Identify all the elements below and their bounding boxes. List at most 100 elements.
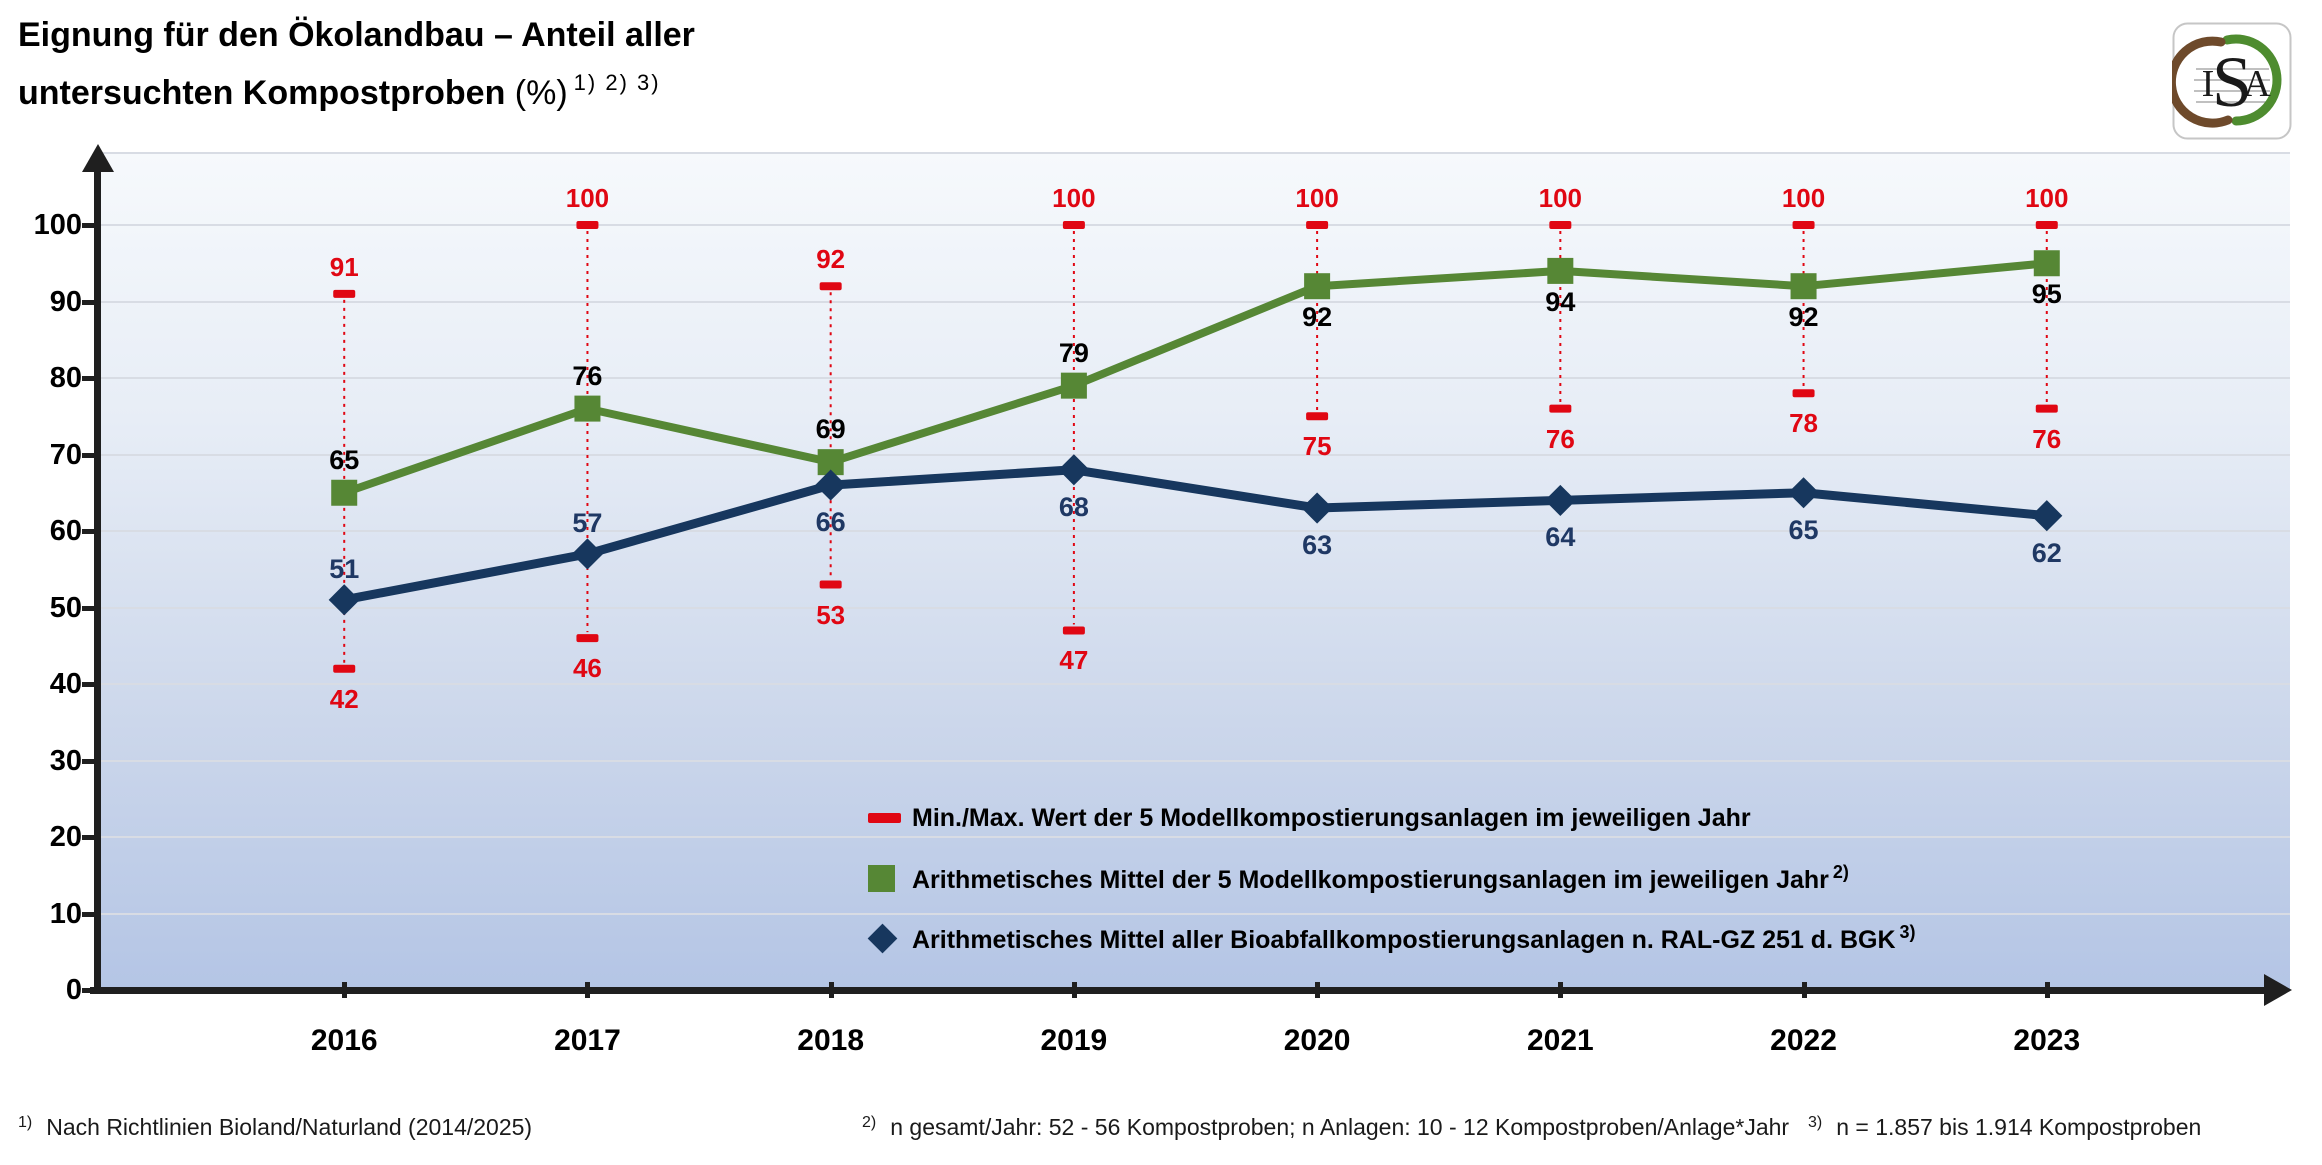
y-tick-mark bbox=[82, 988, 96, 993]
y-tick-label: 100 bbox=[33, 209, 82, 241]
footnote-2-text: n gesamt/Jahr: 52 - 56 Kompostproben; n … bbox=[890, 1114, 1790, 1140]
plot-area bbox=[101, 152, 2290, 990]
diamond-point-marker bbox=[328, 584, 360, 616]
min-dash-marker bbox=[819, 580, 842, 589]
series-value-label: 65 bbox=[329, 444, 360, 475]
max-value-label: 100 bbox=[1295, 183, 1339, 213]
x-tick-mark bbox=[1558, 982, 1564, 998]
y-tick-label: 60 bbox=[49, 515, 82, 547]
series-line-square bbox=[342, 259, 2048, 497]
title-line1: Eignung für den Ökolandbau – Anteil alle… bbox=[18, 16, 695, 54]
min-value-label: 78 bbox=[1789, 408, 1818, 439]
gridline bbox=[101, 912, 2290, 915]
x-tick-label: 2017 bbox=[554, 1024, 621, 1057]
series-value-label: 76 bbox=[572, 360, 603, 391]
legend-label-model-mean: Arithmetisches Mittel der 5 Modellkompos… bbox=[912, 861, 1849, 894]
x-tick-label: 2021 bbox=[1526, 1024, 1594, 1057]
x-tick-label: 2016 bbox=[310, 1024, 378, 1057]
diamond-point-marker bbox=[571, 538, 604, 570]
min-dash-marker bbox=[2035, 404, 2058, 413]
min-dash-marker bbox=[1306, 412, 1329, 421]
gridline bbox=[101, 759, 2290, 762]
legend-sup-2: 2) bbox=[1832, 861, 1849, 882]
isa-logo: I S A bbox=[2166, 22, 2292, 140]
y-tick-label: 40 bbox=[49, 668, 82, 700]
gridline bbox=[101, 300, 2290, 303]
max-value-label: 100 bbox=[1781, 183, 1826, 213]
y-tick-mark bbox=[82, 682, 96, 687]
gridline bbox=[101, 377, 2290, 379]
y-tick-mark bbox=[82, 223, 96, 228]
max-value-label: 100 bbox=[2025, 183, 2069, 213]
x-tick-label: 2018 bbox=[797, 1024, 865, 1057]
series-value-label: 79 bbox=[1058, 337, 1089, 368]
y-axis bbox=[94, 166, 101, 994]
y-tick-label: 20 bbox=[49, 821, 82, 853]
min-dash-marker bbox=[576, 634, 599, 643]
y-tick-label: 70 bbox=[49, 438, 82, 471]
gridline bbox=[101, 606, 2290, 609]
y-tick-mark bbox=[82, 299, 96, 305]
diamond-point-marker bbox=[815, 469, 847, 501]
series-value-label: 92 bbox=[1788, 302, 1819, 333]
series-line-diamond bbox=[343, 465, 2048, 605]
max-dash-marker bbox=[819, 282, 842, 291]
y-tick-mark bbox=[82, 758, 96, 764]
y-tick-label: 30 bbox=[49, 744, 82, 777]
series-value-label: 65 bbox=[1788, 514, 1819, 545]
y-tick-label: 50 bbox=[49, 591, 82, 624]
x-tick-label: 2020 bbox=[1283, 1024, 1351, 1057]
title-superscripts: 1) 2) 3) bbox=[573, 70, 661, 95]
min-dash-marker bbox=[1062, 626, 1085, 635]
max-value-label: 100 bbox=[1538, 183, 1583, 213]
legend-item-bgk-mean: Arithmetisches Mittel aller Bioabfallkom… bbox=[867, 918, 1916, 958]
footnote-2-sup: 2) bbox=[862, 1114, 877, 1131]
x-axis-arrow bbox=[2264, 974, 2292, 1006]
y-tick-mark bbox=[82, 529, 96, 534]
x-tick-mark bbox=[828, 982, 834, 998]
diamond-point-marker bbox=[1058, 454, 1090, 486]
y-tick-label: 80 bbox=[49, 362, 82, 394]
footnote-3: 3) n = 1.857 bis 1.914 Kompostproben bbox=[1808, 1114, 2201, 1141]
min-value-label: 46 bbox=[572, 653, 602, 684]
min-value-label: 76 bbox=[2032, 423, 2062, 454]
y-tick-mark bbox=[82, 376, 96, 381]
max-dash-marker bbox=[1549, 221, 1572, 229]
y-tick-mark bbox=[82, 835, 96, 840]
diamond-marker-icon bbox=[867, 923, 912, 953]
square-point-marker bbox=[1304, 273, 1331, 300]
max-dash-marker bbox=[1306, 221, 1329, 229]
footnote-1-text: Nach Richtlinien Bioland/Naturland (2014… bbox=[46, 1114, 533, 1140]
x-tick-label: 2022 bbox=[1770, 1024, 1837, 1057]
square-point-marker bbox=[574, 395, 601, 422]
min-value-label: 42 bbox=[329, 683, 359, 714]
min-value-label: 47 bbox=[1059, 645, 1089, 676]
series-value-label: 62 bbox=[2031, 537, 2062, 568]
gridline bbox=[101, 453, 2290, 456]
title-unit: (%) bbox=[505, 74, 568, 112]
min-value-label: 75 bbox=[1302, 431, 1332, 462]
gridline bbox=[101, 224, 2290, 226]
legend-sup-3: 3) bbox=[1899, 921, 1916, 942]
series-value-label: 64 bbox=[1545, 522, 1576, 553]
x-tick-mark bbox=[2044, 982, 2050, 998]
y-tick-label: 0 bbox=[65, 974, 82, 1006]
x-tick-label: 2019 bbox=[1040, 1024, 1108, 1057]
gridline bbox=[101, 152, 2290, 154]
y-tick-label: 90 bbox=[49, 285, 82, 318]
minmax-dash-icon bbox=[868, 813, 912, 823]
diamond-point-marker bbox=[1301, 492, 1333, 524]
legend-item-model-mean: Arithmetisches Mittel der 5 Modellkompos… bbox=[868, 858, 1849, 898]
logo-green-arc bbox=[2222, 34, 2282, 126]
max-dash-marker bbox=[576, 221, 599, 229]
series-value-label: 57 bbox=[572, 507, 603, 538]
max-value-label: 91 bbox=[329, 251, 359, 282]
gridline bbox=[101, 530, 2290, 532]
square-point-marker bbox=[1060, 372, 1087, 399]
x-tick-label: 2023 bbox=[2013, 1024, 2081, 1057]
y-tick-label: 10 bbox=[49, 897, 82, 930]
logo-letter-a: A bbox=[2243, 63, 2271, 105]
series-value-label: 68 bbox=[1058, 491, 1089, 522]
footnote-1-sup: 1) bbox=[18, 1114, 33, 1131]
